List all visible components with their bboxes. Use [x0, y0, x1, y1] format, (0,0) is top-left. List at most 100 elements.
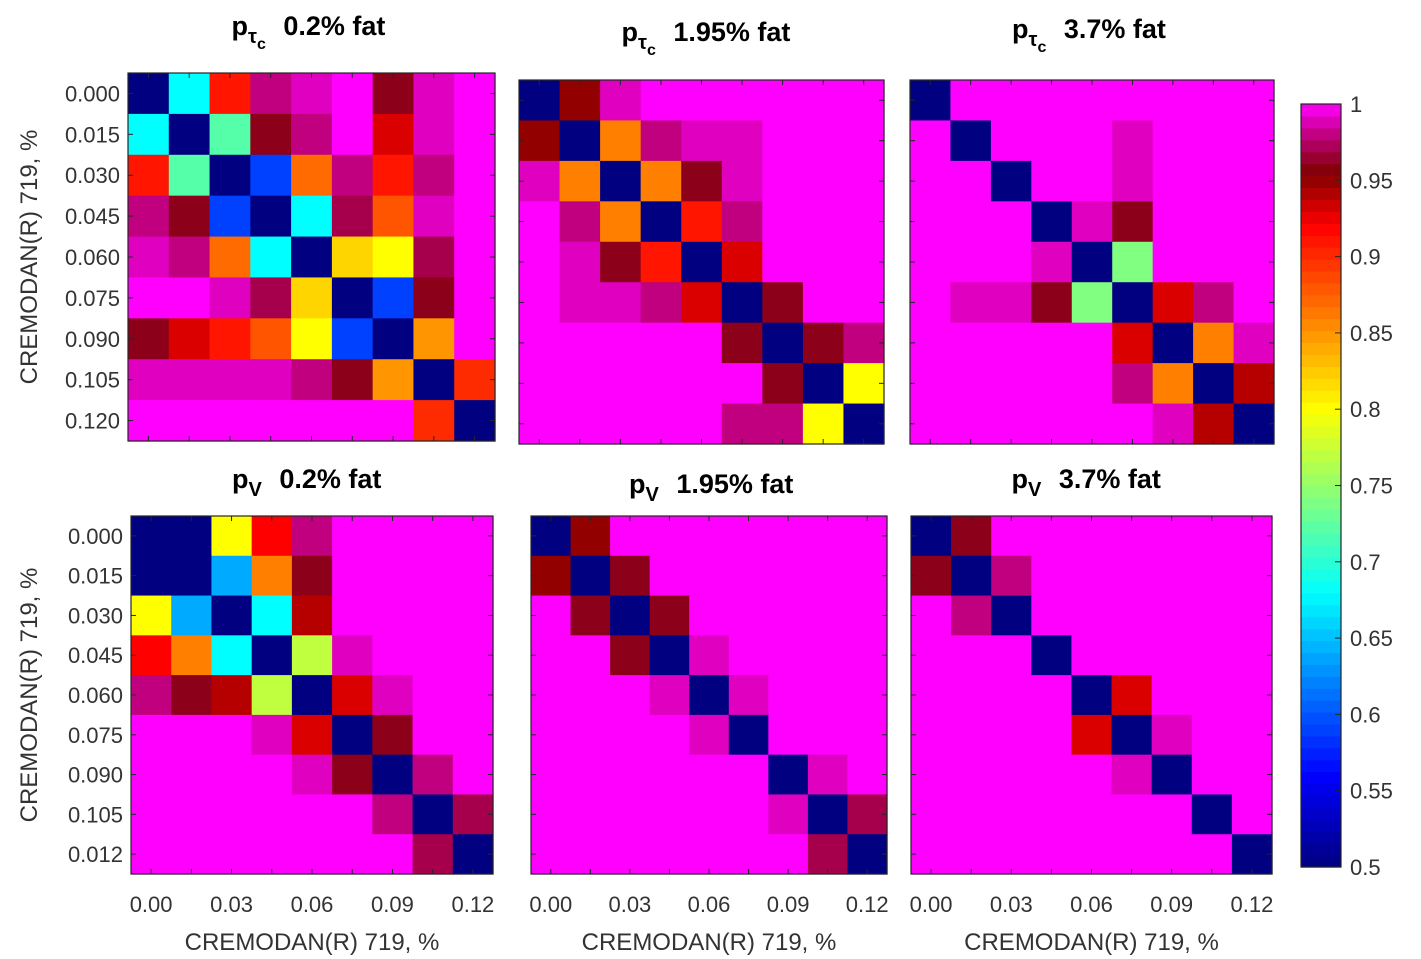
- heatmap-cell: [413, 236, 455, 279]
- heatmap-cell: [1231, 516, 1273, 557]
- colorbar-segment: [1301, 783, 1341, 797]
- heatmap-cell: [802, 80, 845, 122]
- heatmap-cell: [991, 635, 1032, 676]
- heatmap-cell: [689, 555, 730, 597]
- colorbar-tick-label: 1: [1350, 92, 1362, 117]
- heatmap-cell: [681, 322, 723, 364]
- heatmap-cell: [251, 635, 293, 676]
- heatmap-cell: [649, 834, 690, 875]
- x-tick-label: 0.03: [608, 892, 651, 917]
- y-tick-label: 0.000: [65, 81, 120, 106]
- heatmap-cell: [454, 277, 496, 319]
- heatmap-cell: [807, 595, 849, 636]
- heatmap-cell: [168, 113, 211, 156]
- heatmap-cell: [452, 834, 494, 875]
- colorbar-segment: [1301, 580, 1341, 594]
- heatmap-cell: [250, 318, 292, 360]
- colorbar-segment: [1301, 735, 1341, 749]
- heatmap-cell: [171, 635, 213, 676]
- heatmap-cell: [1071, 363, 1113, 405]
- heatmap-cell: [762, 201, 804, 243]
- panel-title: pV 1.95% fat: [629, 469, 793, 506]
- heatmap-cell: [1193, 403, 1235, 445]
- heatmap-cell: [1112, 241, 1154, 283]
- colorbar-segment: [1301, 402, 1341, 415]
- heatmap-cell: [990, 363, 1032, 405]
- heatmap-cell: [131, 635, 172, 676]
- heatmap-cell: [559, 160, 601, 202]
- heatmap-cell: [454, 318, 496, 360]
- heatmap-cell: [332, 675, 373, 716]
- heatmap-cell: [1112, 160, 1154, 202]
- heatmap-cell: [168, 236, 211, 279]
- heatmap-cell: [911, 834, 952, 875]
- heatmap-cell: [131, 754, 172, 796]
- heatmap-cell: [1233, 322, 1275, 364]
- heatmap-cell: [131, 555, 172, 597]
- y-tick-label: 0.060: [68, 683, 123, 708]
- heatmap-cell: [251, 555, 293, 597]
- heatmap-cell: [331, 154, 374, 197]
- x-tick-label: 0.06: [1070, 892, 1113, 917]
- heatmap-cell: [1111, 635, 1153, 676]
- heatmap-cell: [950, 241, 992, 283]
- heatmap-cell: [372, 400, 415, 442]
- colorbar-segment: [1301, 807, 1341, 820]
- heatmap-cell: [1152, 80, 1194, 122]
- colorbar-segment: [1301, 199, 1341, 212]
- heatmap-cell: [291, 318, 333, 360]
- colorbar-segment: [1301, 139, 1341, 153]
- heatmap-cell: [372, 714, 414, 756]
- heatmap-panel-3: pτc 3.7% fat: [909, 14, 1275, 445]
- y-tick-label: 0.105: [65, 368, 120, 393]
- heatmap-cell: [559, 322, 601, 364]
- heatmap-cell: [413, 195, 455, 238]
- heatmap-cell: [802, 363, 845, 405]
- colorbar-segment: [1301, 282, 1341, 296]
- heatmap-cell: [843, 80, 885, 122]
- heatmap-cell: [291, 400, 333, 442]
- heatmap-cell: [802, 201, 845, 243]
- heatmap-cell: [1071, 754, 1113, 796]
- heatmap-cell: [331, 113, 374, 156]
- heatmap-cell: [1193, 80, 1235, 122]
- heatmap-cell: [332, 555, 373, 597]
- heatmap-cell: [332, 714, 373, 756]
- heatmap-cell: [649, 595, 690, 636]
- y-tick-label: 0.015: [65, 122, 120, 147]
- colorbar-segment: [1301, 485, 1341, 499]
- colorbar-segment: [1301, 700, 1341, 713]
- colorbar-segment: [1301, 664, 1341, 677]
- heatmap-cells: [531, 516, 888, 875]
- heatmap-cell: [331, 400, 374, 442]
- colorbar-segment: [1301, 771, 1341, 785]
- heatmap-cell: [610, 714, 651, 756]
- heatmap-cell: [689, 516, 730, 557]
- heatmap-cell: [559, 403, 601, 445]
- heatmap-cell: [950, 201, 992, 243]
- heatmap-cell: [600, 201, 642, 243]
- heatmap-cell: [1111, 516, 1153, 557]
- heatmap-cell: [291, 794, 333, 835]
- y-tick-label: 0.090: [68, 763, 123, 788]
- heatmap-cell: [372, 154, 415, 197]
- heatmap-cell: [1112, 363, 1154, 405]
- heatmap-cell: [1191, 635, 1233, 676]
- colorbar-segment: [1301, 545, 1341, 558]
- colorbar-segment: [1301, 652, 1341, 665]
- heatmap-cell: [372, 635, 414, 676]
- heatmap-cell: [600, 363, 642, 405]
- heatmap-cell: [171, 675, 213, 716]
- heatmap-panel-5: pV 1.95% fat 0.00 0.03 0.06 0.09 0.12 CREMODAN…: [529, 469, 888, 956]
- heatmap-cell: [768, 555, 809, 597]
- heatmap-cell: [1233, 201, 1275, 243]
- heatmap-cell: [802, 120, 845, 162]
- colorbar-segment: [1301, 795, 1341, 808]
- heatmap-cell: [1071, 403, 1113, 445]
- heatmap-cell: [950, 282, 992, 324]
- colorbar-segment: [1301, 235, 1341, 248]
- heatmap-cell: [331, 236, 374, 279]
- heatmap-cell: [1071, 322, 1113, 364]
- heatmap-cell: [372, 516, 414, 557]
